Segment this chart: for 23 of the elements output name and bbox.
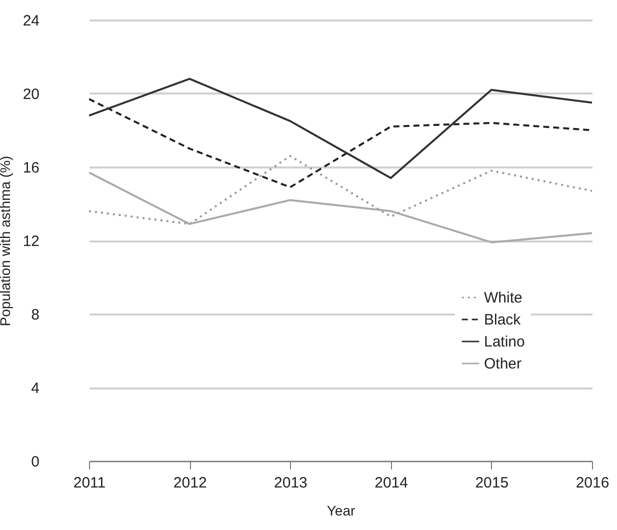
legend-label: Latino	[484, 334, 525, 350]
y-tick-label: 24	[22, 12, 40, 30]
y-tick-label: 0	[31, 454, 40, 470]
x-tick-label: 2012	[173, 474, 207, 492]
legend-label: Other	[484, 356, 522, 372]
x-tick-label: 2011	[73, 474, 106, 492]
y-tick-label: 16	[22, 160, 40, 176]
x-tick-label: 2013	[274, 474, 308, 492]
line-series	[89, 98, 592, 188]
y-tick-label: 8	[31, 306, 40, 324]
legend-label: White	[484, 290, 522, 306]
x-tick-label: 2014	[374, 474, 408, 492]
y-tick-label: 20	[22, 86, 40, 103]
y-axis-title: Population with asthma (%)	[0, 156, 13, 326]
x-tick-label: 2016	[576, 474, 610, 492]
line-series	[89, 172, 592, 244]
x-axis-title: Year	[326, 502, 356, 518]
y-tick-label: 4	[31, 380, 40, 397]
legend-label: Black	[484, 312, 522, 328]
line-series	[89, 154, 592, 225]
x-tick-label: 2015	[475, 474, 509, 492]
y-tick-label: 12	[22, 233, 40, 250]
line-series	[89, 78, 592, 180]
